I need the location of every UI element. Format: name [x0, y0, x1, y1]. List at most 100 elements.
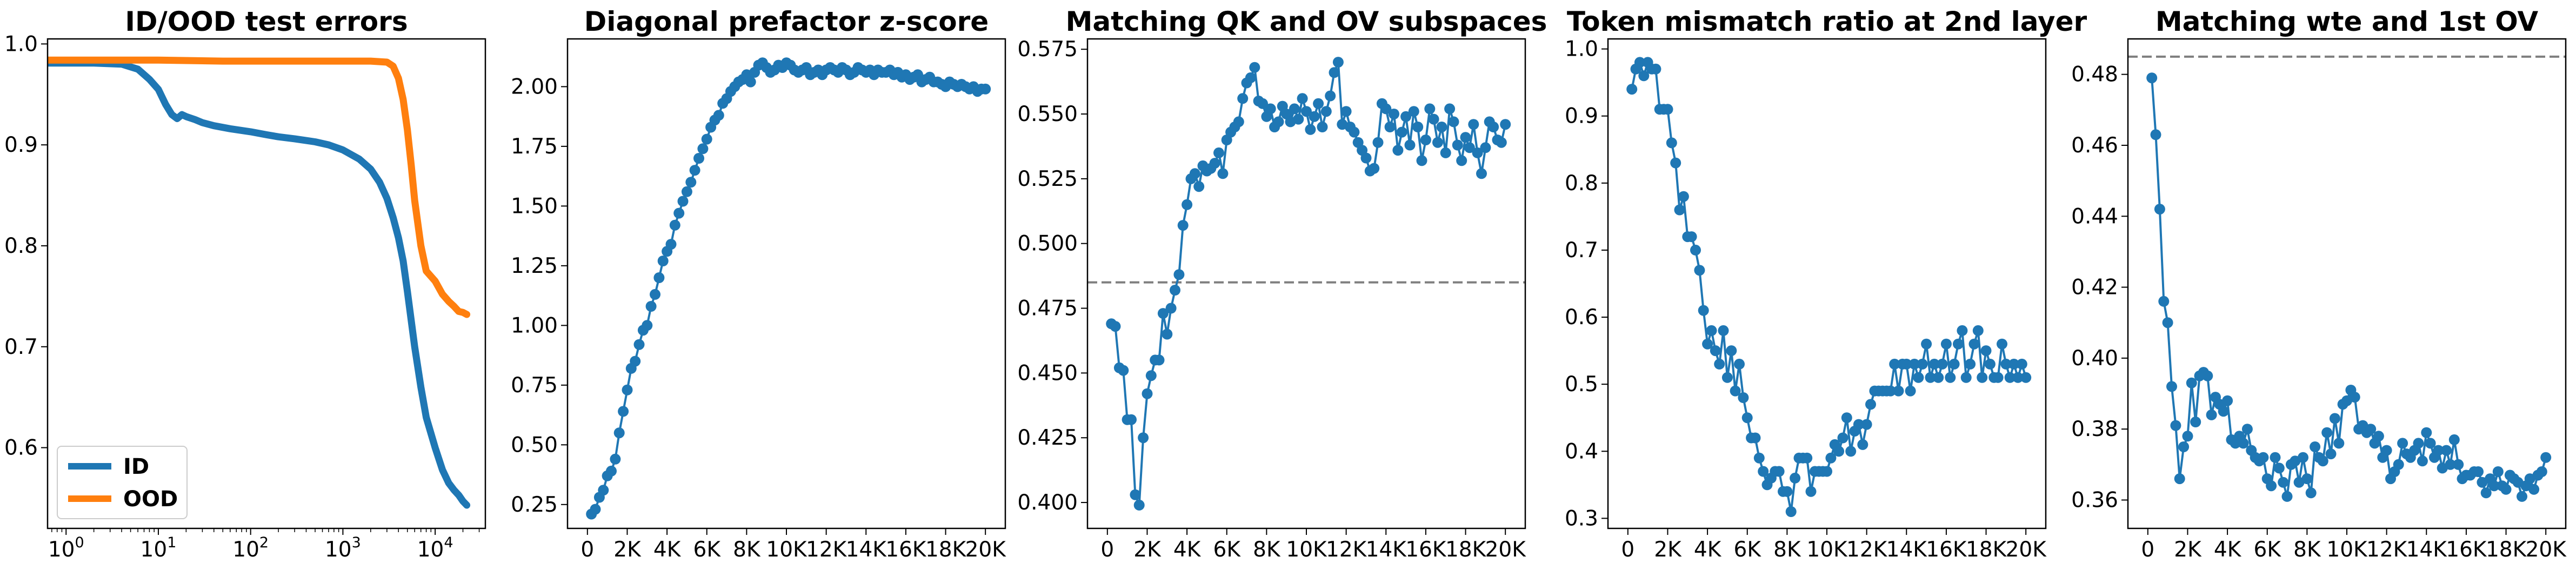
data-point: [665, 239, 677, 250]
x-tick-label: 8K: [1773, 538, 1801, 562]
data-point: [1153, 354, 1165, 366]
plot-frame: [46, 38, 486, 529]
x-tick-label: 10K: [2326, 538, 2368, 562]
data-point: [2238, 438, 2249, 449]
y-tick-label: 1.0: [4, 32, 38, 56]
data-point: [2016, 358, 2027, 370]
data-point: [613, 427, 625, 439]
data-point: [1436, 122, 1447, 132]
data-point: [1440, 147, 1451, 158]
data-point: [2305, 487, 2317, 499]
data-point: [1913, 372, 1924, 383]
data-point: [1730, 385, 1741, 397]
data-point: [2000, 358, 2012, 370]
series-line: [590, 62, 987, 515]
data-point: [1301, 106, 1312, 117]
y-tick-label: 1.25: [511, 254, 558, 278]
data-point: [618, 406, 629, 417]
data-point: [1741, 412, 1753, 424]
data-point: [697, 143, 709, 155]
data-point: [1960, 372, 1972, 383]
x-tick-label: 8K: [1253, 538, 1281, 562]
data-point: [673, 207, 685, 219]
data-point: [2241, 424, 2253, 435]
y-tick-label: 0.575: [1017, 37, 1078, 62]
x-tick-label: 12K: [1846, 538, 1888, 562]
data-point: [2517, 491, 2527, 502]
y-tick-label: 0.42: [2071, 276, 2118, 300]
data-point: [1992, 372, 2004, 383]
data-point: [2301, 473, 2313, 485]
data-point: [2488, 480, 2500, 492]
x-tick-label: 10K: [1806, 538, 1848, 562]
data-point: [1424, 103, 1436, 115]
data-point: [1953, 338, 1964, 350]
data-point: [745, 76, 756, 88]
data-point: [598, 485, 609, 496]
data-point: [1289, 103, 1300, 115]
data-point: [1325, 90, 1336, 102]
data-point: [1909, 358, 1920, 370]
data-point: [1980, 345, 1992, 357]
x-tick-label: 14K: [2406, 538, 2448, 562]
data-point: [1416, 155, 1427, 166]
data-point: [2270, 452, 2281, 463]
data-point: [1305, 124, 1316, 135]
data-point: [1945, 372, 1956, 383]
data-point: [2222, 395, 2233, 406]
x-tick-label: 4K: [1694, 538, 1722, 562]
data-point: [1273, 116, 1284, 128]
panel-diagonal-prefactor-z-score: Diagonal prefactor z-score 0 2K 4K 6K 8K 10K12…: [511, 6, 1006, 562]
data-point: [1901, 358, 1912, 370]
panel-token-mismatch-ratio: Token mismatch ratio at 2nd layer 0 2K 4K 6K…: [1565, 6, 2087, 562]
data-point: [1662, 104, 1673, 115]
data-point: [1837, 432, 1848, 444]
data-point: [1460, 132, 1471, 143]
x-tick-label: 8K: [733, 538, 761, 562]
data-point: [1845, 446, 1857, 457]
data-point: [677, 196, 689, 207]
data-point: [1369, 163, 1380, 174]
data-point: [1984, 358, 1996, 370]
chart-title: ID/OOD test errors: [125, 6, 408, 37]
data-point: [1702, 338, 1713, 350]
data-point: [1408, 106, 1419, 117]
data-point: [2182, 431, 2193, 442]
data-point: [1133, 499, 1145, 511]
data-point: [1666, 137, 1677, 149]
y-tick-label: 0.6: [4, 436, 38, 460]
y-tick-label: 0.38: [2071, 417, 2118, 441]
data-point: [1928, 358, 1940, 370]
data-point: [1329, 67, 1340, 78]
x-tick-label: 20K: [2526, 538, 2567, 562]
x-tick-label: 12K: [806, 538, 847, 562]
data-point: [1257, 98, 1268, 109]
x-tick-label: 6K: [693, 538, 722, 562]
data-point: [1372, 137, 1384, 148]
data-point: [1977, 372, 1988, 383]
data-point: [1781, 486, 1793, 497]
x-tick-label: 8K: [2293, 538, 2321, 562]
data-point: [2206, 409, 2217, 420]
data-point: [2441, 445, 2452, 456]
data-point: [1380, 103, 1392, 115]
data-point: [2266, 480, 2277, 492]
data-point: [1217, 168, 1229, 179]
data-point: [2020, 372, 2032, 383]
data-point: [2421, 427, 2432, 438]
data-point: [2162, 317, 2173, 328]
x-tick-label: 2K: [1654, 538, 1682, 562]
x-tick-label: 16K: [2446, 538, 2487, 562]
plot-frame: [2127, 38, 2567, 529]
data-point: [1921, 338, 1932, 350]
data-point: [2298, 452, 2308, 463]
y-tick-label: 0.7: [1565, 238, 1598, 263]
data-point: [1245, 72, 1256, 83]
data-point: [1686, 231, 1697, 243]
data-point: [1694, 265, 1705, 276]
data-point: [1332, 57, 1344, 68]
data-point: [1753, 452, 1765, 464]
x-tick-label: 10K: [766, 538, 807, 562]
data-point: [1293, 113, 1304, 125]
